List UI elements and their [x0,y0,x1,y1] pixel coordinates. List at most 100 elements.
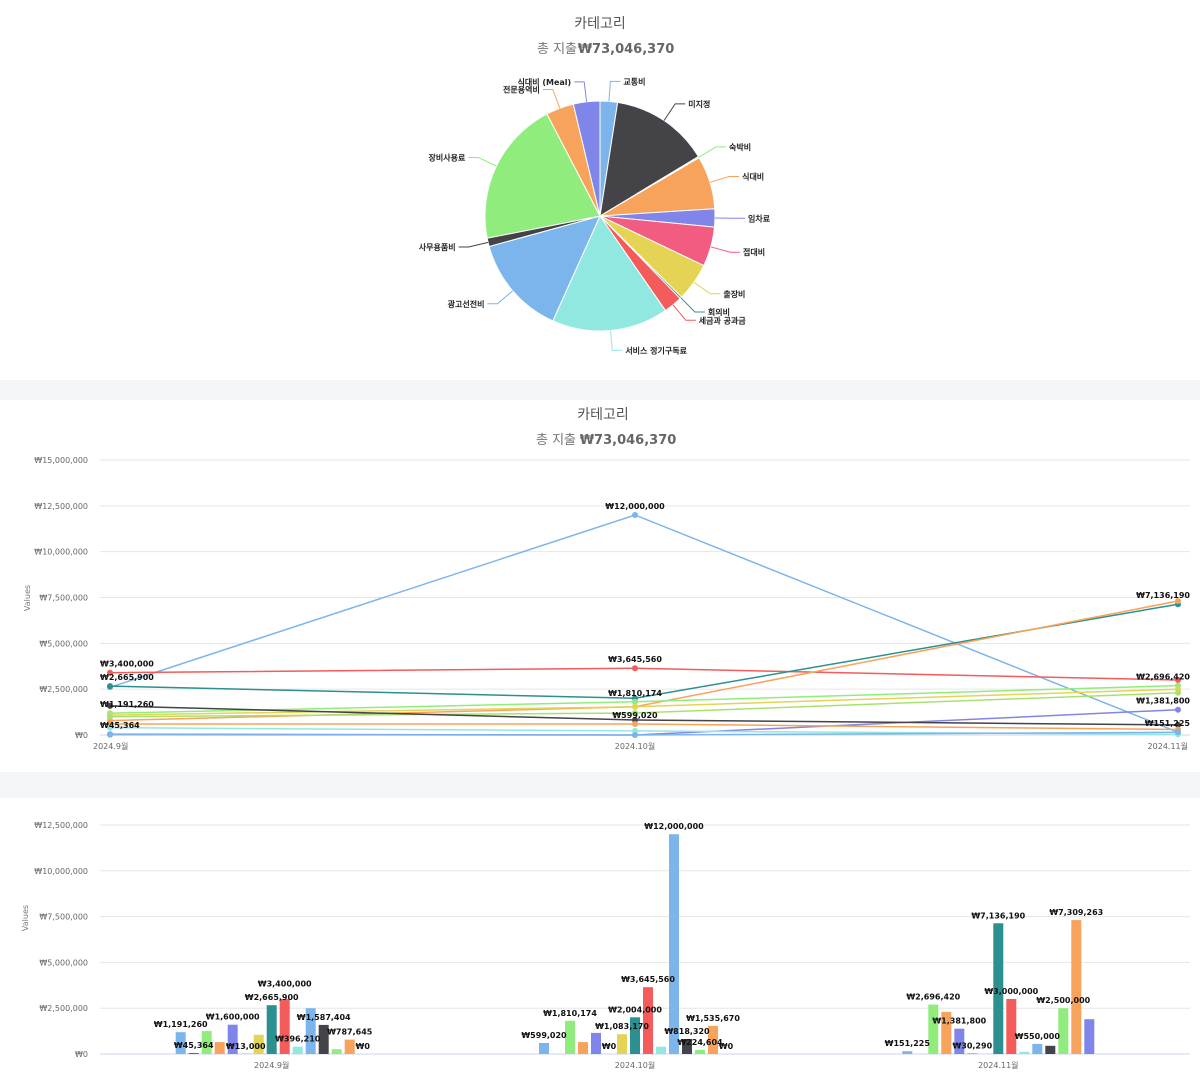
pie-slice-label: 사무용품비 [419,242,456,252]
line-data-label: ₩45,364 [100,721,140,730]
bar[interactable] [539,1043,549,1054]
line-total-label: 총 지출 [536,433,576,448]
pie-total-label: 총 지출 [537,42,577,57]
bar-data-label: ₩0 [602,1042,617,1051]
pie-connector [694,282,720,294]
line-point[interactable] [632,721,638,727]
bar[interactable] [578,1042,588,1054]
line-series[interactable] [110,604,1178,698]
bar[interactable] [267,1005,277,1054]
line-point[interactable] [632,665,638,671]
bar-xtick: 2024.11월 [978,1060,1018,1070]
pie-slice-label: 식대비 (Meal) [518,77,572,87]
separator [0,380,1200,400]
pie-connector [459,242,489,247]
line-series[interactable] [110,668,1178,680]
bar[interactable] [1019,1052,1029,1054]
bar[interactable] [345,1040,355,1054]
pie-connector [543,90,560,109]
line-ytick: ₩2,500,000 [39,685,88,694]
pie-slice-label: 숙박비 [729,142,751,152]
bar-panel: Values ₩0₩2,500,000₩5,000,000₩7,500,000₩… [0,798,1200,1080]
bar[interactable] [669,834,679,1054]
line-data-label: ₩1,381,800 [1136,697,1190,706]
pie-slice-label: 서비스 정기구독료 [625,345,687,355]
bar-ytick: ₩7,500,000 [39,913,88,922]
bar-data-label: ₩224,604 [677,1038,723,1047]
bar-data-label: ₩3,645,560 [621,975,675,984]
bar[interactable] [1032,1044,1042,1054]
line-data-label: ₩12,000,000 [605,502,665,511]
pie-connector [468,158,496,167]
bar-data-label: ₩2,665,900 [245,993,299,1002]
line-panel: 카테고리 총 지출 ₩73,046,370 Values ₩0₩2,500,00… [0,400,1200,772]
line-series[interactable] [110,515,1178,732]
line-ytick: ₩0 [75,731,88,740]
line-point[interactable] [1175,729,1181,735]
bar-ytick: ₩0 [75,1050,88,1059]
line-ytick: ₩12,500,000 [34,502,88,511]
bar[interactable] [189,1053,199,1054]
line-xtick: 2024.9월 [93,741,128,751]
bar[interactable] [1045,1046,1055,1054]
bar-data-label: ₩30,290 [952,1041,992,1050]
bar-data-label: ₩1,600,000 [206,1013,260,1022]
line-point[interactable] [1175,707,1181,713]
bar-data-label: ₩151,225 [885,1039,931,1048]
bar[interactable] [1071,920,1081,1054]
pie-slice-label: 출장비 [723,289,745,299]
bar[interactable] [293,1047,303,1054]
line-point[interactable] [107,732,113,738]
bar[interactable] [332,1049,342,1054]
bar[interactable] [695,1050,705,1054]
bar[interactable] [1084,1019,1094,1054]
pie-connector [699,147,726,157]
bar-data-label: ₩1,083,170 [595,1022,649,1031]
bar[interactable] [1006,999,1016,1054]
bar-data-label: ₩1,810,174 [543,1009,597,1018]
bar-data-label: ₩2,696,420 [906,993,960,1002]
line-point[interactable] [1175,690,1181,696]
pie-slice-label: 접대비 [743,247,765,257]
line-ytick: ₩15,000,000 [34,456,88,465]
line-data-label: ₩2,665,900 [100,673,154,682]
pie-connector [664,104,685,121]
bar-data-label: ₩0 [719,1042,734,1051]
pie-connector [681,298,705,312]
bar-data-label: ₩3,400,000 [258,980,312,989]
bar-ytick: ₩12,500,000 [34,821,88,830]
line-data-label: ₩3,645,560 [608,655,662,664]
pie-slice-label: 교통비 [623,76,645,86]
line-ylabel: Values [23,585,32,611]
pie-slice-label: 식대비 [742,171,764,181]
line-chart: 카테고리 총 지출 ₩73,046,370 Values ₩0₩2,500,00… [0,400,1200,772]
bar-data-label: ₩550,000 [1015,1032,1061,1041]
bar-data-label: ₩818,320 [664,1027,710,1036]
bar[interactable] [280,999,290,1054]
line-total-value: ₩73,046,370 [580,433,677,448]
bar-data-label: ₩1,535,670 [686,1014,740,1023]
bar[interactable] [617,1034,627,1054]
pie-connector [488,291,513,304]
bar[interactable] [643,987,653,1054]
bar[interactable] [967,1053,977,1054]
pie-connector [574,82,586,102]
pie-slice-label: 장비사용료 [429,152,466,162]
line-point[interactable] [107,714,113,720]
line-data-label: ₩2,696,420 [1136,673,1190,682]
bar[interactable] [902,1051,912,1054]
bar[interactable] [215,1042,225,1054]
line-data-label: ₩1,810,174 [608,689,662,698]
bar[interactable] [656,1047,666,1054]
bar-data-label: ₩7,136,190 [971,911,1025,920]
line-point[interactable] [632,704,638,710]
line-point[interactable] [632,512,638,518]
line-point[interactable] [632,732,638,738]
line-data-label: ₩7,136,190 [1136,591,1190,600]
line-ytick: ₩10,000,000 [34,548,88,557]
bar[interactable] [591,1033,601,1054]
line-point[interactable] [107,683,113,689]
line-ytick: ₩5,000,000 [39,639,88,648]
bar-data-label: ₩2,004,000 [608,1005,662,1014]
bar-chart: Values ₩0₩2,500,000₩5,000,000₩7,500,000₩… [0,798,1200,1080]
